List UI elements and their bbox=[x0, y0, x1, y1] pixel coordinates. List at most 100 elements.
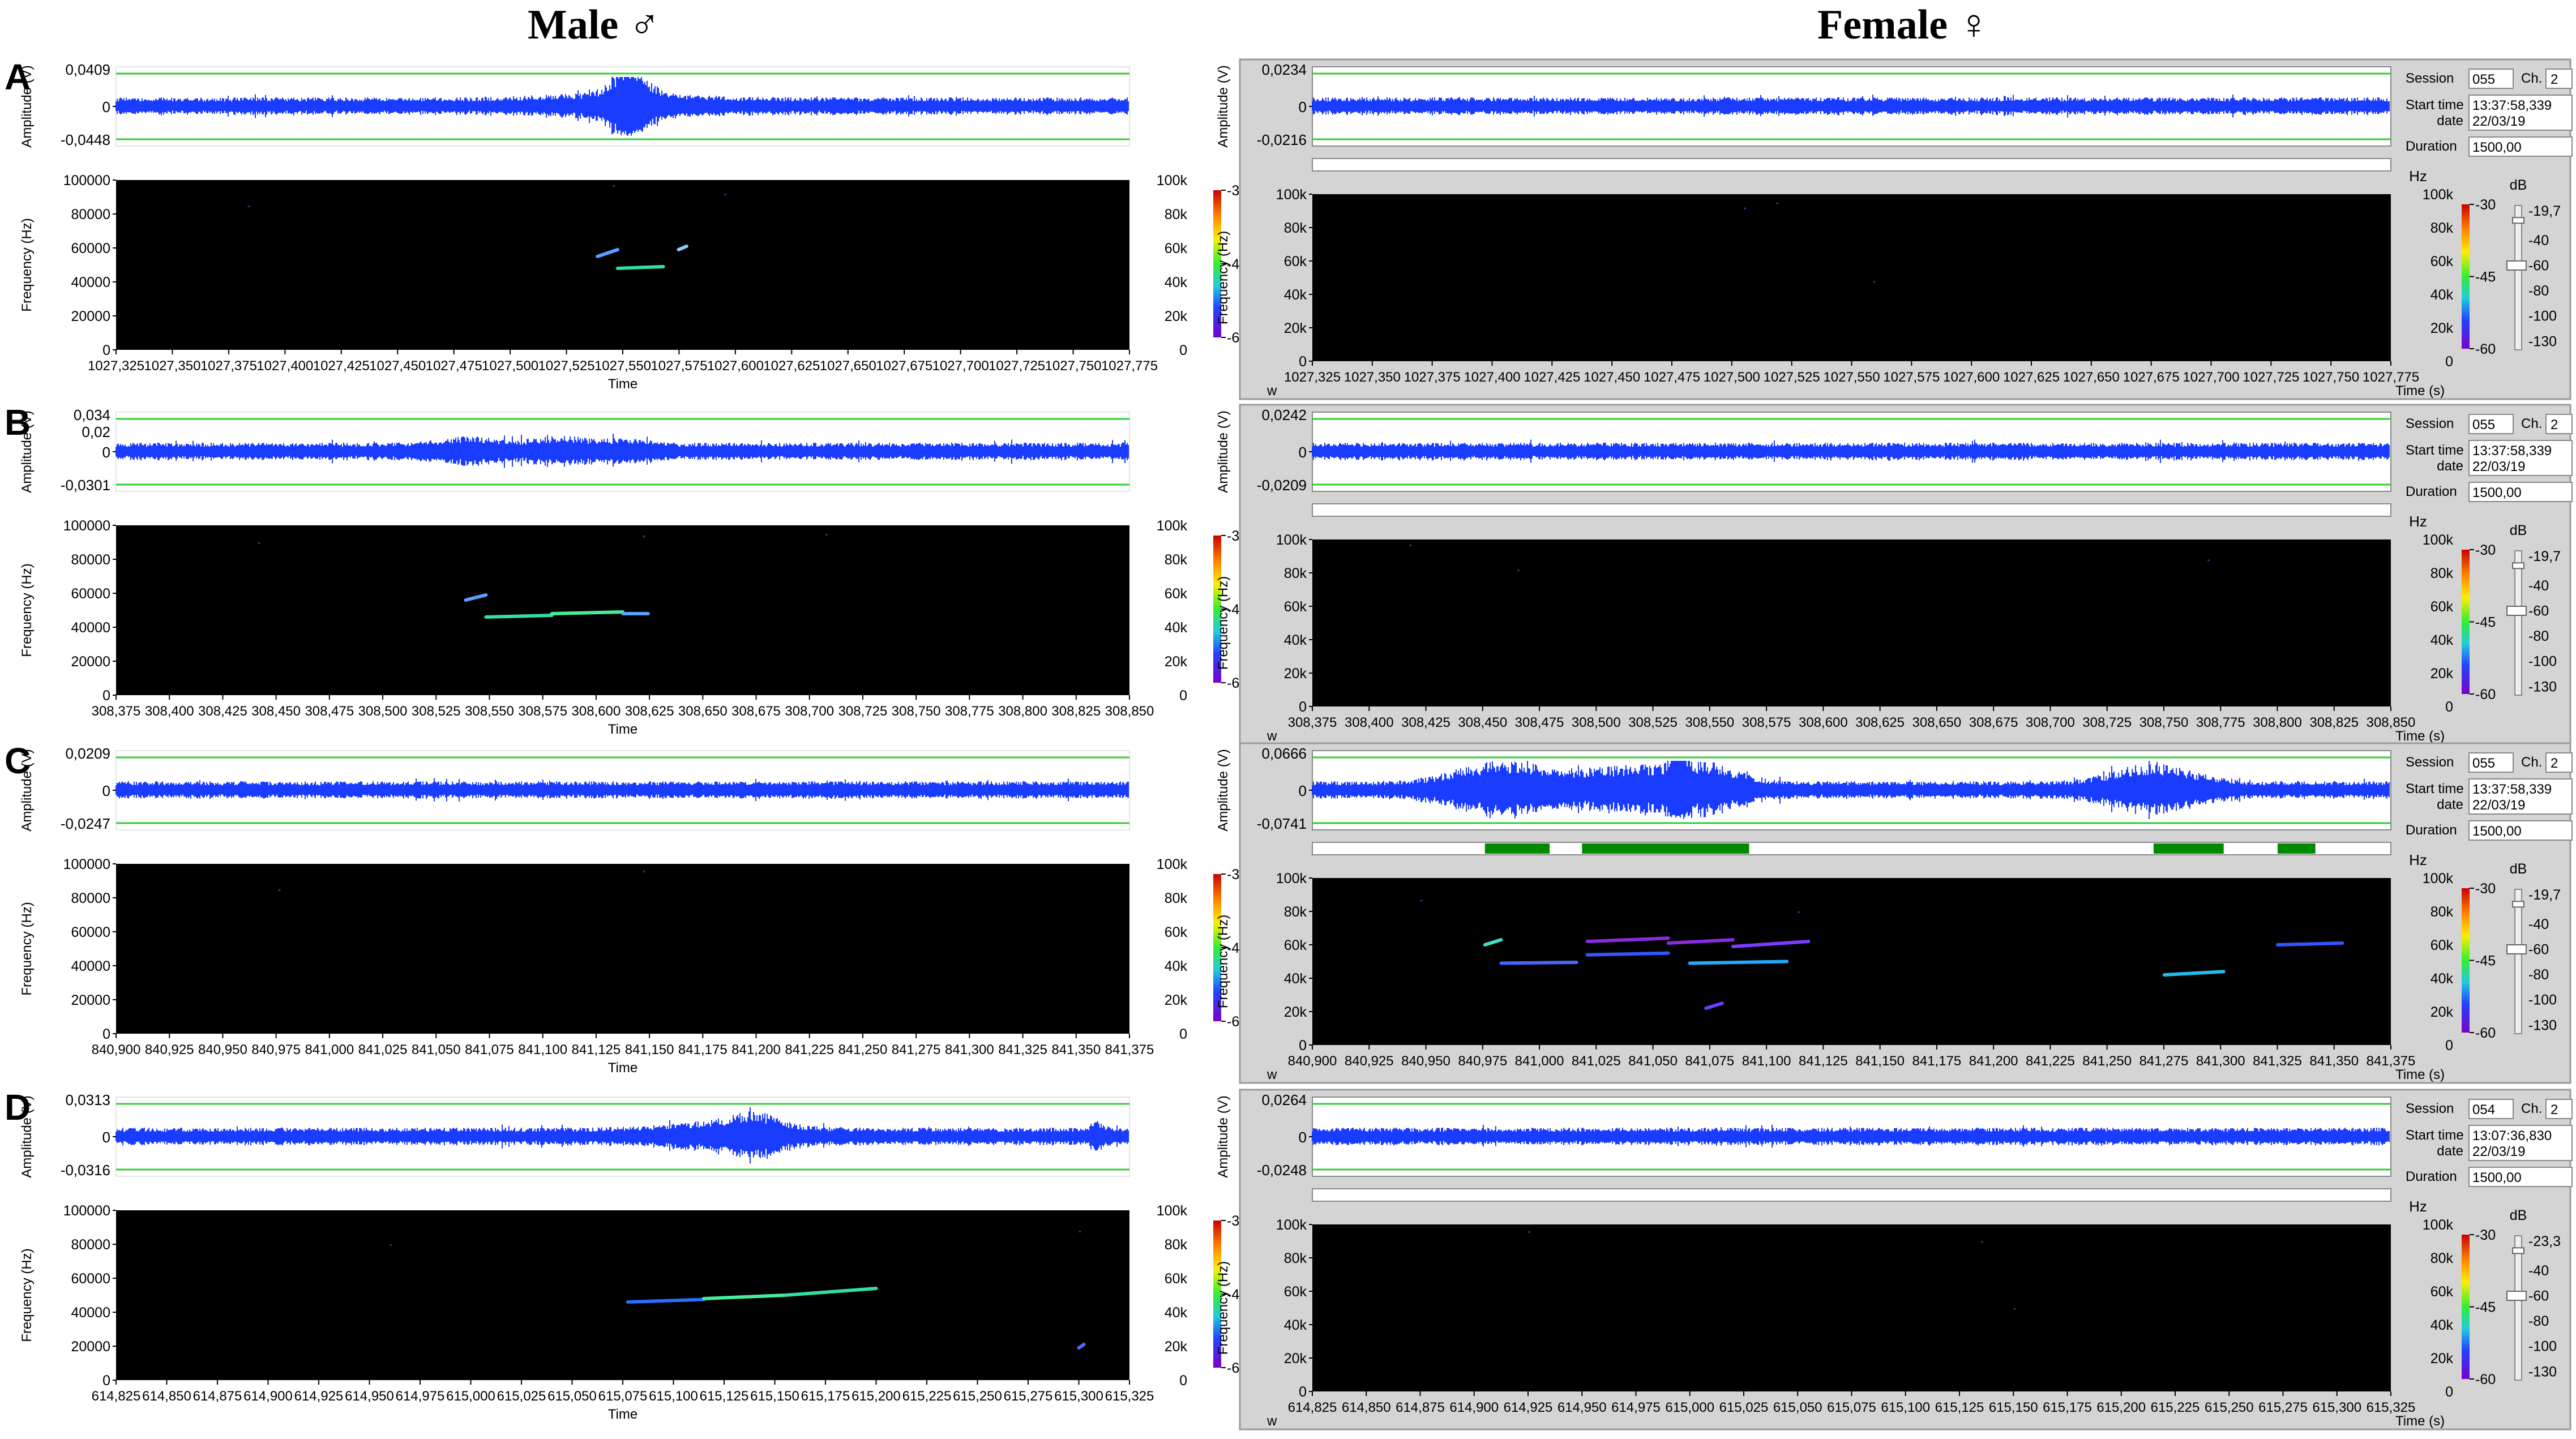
colorbar-tick-label: -45 bbox=[2475, 615, 2496, 631]
right-freq-label: 0 bbox=[1179, 688, 1187, 704]
start-time-field bbox=[2468, 778, 2573, 815]
time-tick-label: 308,675 bbox=[731, 704, 781, 719]
row-letter-A: A bbox=[5, 57, 31, 97]
time-tick-label: 308,725 bbox=[838, 704, 888, 719]
right-freq-label: 40k bbox=[1165, 958, 1188, 974]
freq-tick-label: 60000 bbox=[71, 1271, 110, 1287]
amplitude-axis-label: Amplitude (V) bbox=[1216, 65, 1231, 147]
time-tick-label: 308,625 bbox=[1855, 715, 1905, 730]
time-axis-label: Time bbox=[608, 1060, 637, 1076]
start-time-value: 13:07:36,830 bbox=[2472, 1128, 2552, 1144]
call-trace bbox=[550, 610, 624, 615]
noise-speck bbox=[1528, 1231, 1530, 1233]
db-tick-label: -130 bbox=[2528, 1364, 2557, 1380]
colorbar-tick-label: -30 bbox=[2475, 542, 2496, 558]
time-tick-label: 308,650 bbox=[1912, 715, 1962, 730]
date-label: date bbox=[2437, 113, 2463, 129]
time-tick-label: 840,925 bbox=[1345, 1053, 1394, 1069]
channel-value: 2 bbox=[2551, 1102, 2558, 1117]
time-tick-label: 1027,450 bbox=[369, 358, 426, 374]
session-value: 055 bbox=[2472, 72, 2495, 87]
freq-tick-label: 0 bbox=[102, 688, 110, 704]
time-tick-label: 841,175 bbox=[1912, 1053, 1962, 1069]
start-time-label: Start time bbox=[2406, 1128, 2464, 1143]
call-trace bbox=[464, 593, 488, 602]
noise-speck bbox=[1079, 1231, 1081, 1232]
amp-mid-label: 0,02 bbox=[82, 423, 110, 440]
time-axis-label: Time (s) bbox=[2395, 383, 2445, 399]
amplitude-axis-label: Amplitude (V) bbox=[19, 410, 35, 492]
colorbar bbox=[2462, 550, 2470, 694]
spectrogram-area bbox=[1312, 194, 2391, 361]
time-tick-label: 841,225 bbox=[2026, 1053, 2075, 1069]
noise-speck bbox=[1744, 207, 1746, 209]
time-tick-label: 308,675 bbox=[1969, 715, 2018, 730]
time-tick-label: 308,600 bbox=[1799, 715, 1848, 730]
time-tick-label: 308,850 bbox=[2367, 715, 2416, 730]
channel-label: Ch. bbox=[2521, 755, 2542, 770]
right-freq-label: 80k bbox=[2430, 1250, 2454, 1266]
time-tick-label: 840,925 bbox=[145, 1042, 194, 1057]
freq-tick-label: 60k bbox=[1284, 1284, 1307, 1300]
db-slider-track bbox=[2514, 889, 2522, 1034]
right-freq-label: 20k bbox=[1165, 992, 1188, 1008]
freq-tick-label: 0 bbox=[1299, 1038, 1307, 1053]
w-label: w bbox=[1266, 1067, 1277, 1082]
time-axis-label: Time bbox=[608, 376, 637, 392]
detection-strip bbox=[1312, 842, 2391, 855]
time-tick-label: 841,300 bbox=[2196, 1053, 2245, 1069]
right-freq-label: 40k bbox=[2430, 971, 2454, 987]
time-tick-label: 1027,600 bbox=[1943, 370, 2000, 385]
noise-speck bbox=[390, 1244, 392, 1246]
time-tick-label: 1027,750 bbox=[1045, 358, 1102, 374]
time-tick-label: 1027,475 bbox=[1644, 370, 1700, 385]
male-panel-D: 0,0313 0 -0,0316 Amplitude (V) 0 20000 40000 60… bbox=[19, 1091, 1247, 1422]
amp-top-label: 0,0409 bbox=[65, 61, 110, 78]
freq-tick-label: 40k bbox=[1284, 1317, 1307, 1333]
time-tick-label: 840,975 bbox=[1458, 1053, 1507, 1069]
freq-tick-label: 40k bbox=[1284, 287, 1307, 303]
session-field bbox=[2468, 414, 2514, 434]
noise-speck bbox=[1776, 202, 1779, 204]
time-tick-label: 1027,675 bbox=[2123, 370, 2180, 385]
time-tick-label: 1027,700 bbox=[2183, 370, 2239, 385]
session-field bbox=[2468, 1099, 2514, 1119]
time-tick-label: 614,825 bbox=[92, 1389, 141, 1404]
db-tick-label: -130 bbox=[2528, 679, 2557, 695]
amp-top-label: 0,0234 bbox=[1261, 61, 1307, 78]
time-tick-label: 615,000 bbox=[1665, 1400, 1714, 1415]
db-slider-thumb bbox=[2506, 260, 2527, 271]
time-tick-label: 1027,550 bbox=[594, 358, 651, 374]
freq-tick-label: 100k bbox=[1276, 1217, 1307, 1233]
time-tick-label: 615,050 bbox=[547, 1389, 597, 1404]
time-tick-label: 1027,325 bbox=[88, 358, 144, 374]
duration-label: Duration bbox=[2406, 139, 2457, 154]
noise-speck bbox=[278, 889, 281, 891]
time-tick-label: 841,200 bbox=[731, 1042, 781, 1057]
start-time-field bbox=[2468, 95, 2573, 131]
time-tick-label: 841,050 bbox=[1628, 1053, 1678, 1069]
call-trace bbox=[1483, 938, 1503, 947]
amp-zero-label: 0 bbox=[1299, 444, 1307, 461]
time-tick-label: 308,775 bbox=[945, 704, 994, 719]
detection-segment bbox=[1484, 843, 1550, 854]
time-tick-label: 1027,650 bbox=[820, 358, 876, 374]
noise-speck bbox=[1420, 900, 1423, 902]
time-tick-label: 308,425 bbox=[198, 704, 247, 719]
time-tick-label: 308,850 bbox=[1105, 704, 1154, 719]
amplitude-axis-label: Amplitude (V) bbox=[19, 65, 35, 147]
amp-bottom-label: -0,0741 bbox=[1257, 815, 1307, 832]
time-tick-label: 841,025 bbox=[358, 1042, 408, 1057]
amp-top-label: 0,0313 bbox=[65, 1091, 110, 1108]
db-slider-thumb bbox=[2506, 944, 2527, 954]
time-tick-label: 1027,775 bbox=[2363, 370, 2419, 385]
right-freq-label: 80k bbox=[2430, 220, 2454, 236]
right-freq-label: 40k bbox=[2430, 1317, 2454, 1333]
freq-tick-label: 0 bbox=[1299, 1384, 1307, 1400]
time-tick-label: 614,825 bbox=[1288, 1400, 1337, 1415]
time-tick-label: 308,550 bbox=[1685, 715, 1734, 730]
detection-segment bbox=[2277, 843, 2316, 854]
colorbar-tick-label: -60 bbox=[2475, 1025, 2496, 1041]
call-trace bbox=[626, 1297, 706, 1304]
session-label: Session bbox=[2406, 755, 2454, 770]
